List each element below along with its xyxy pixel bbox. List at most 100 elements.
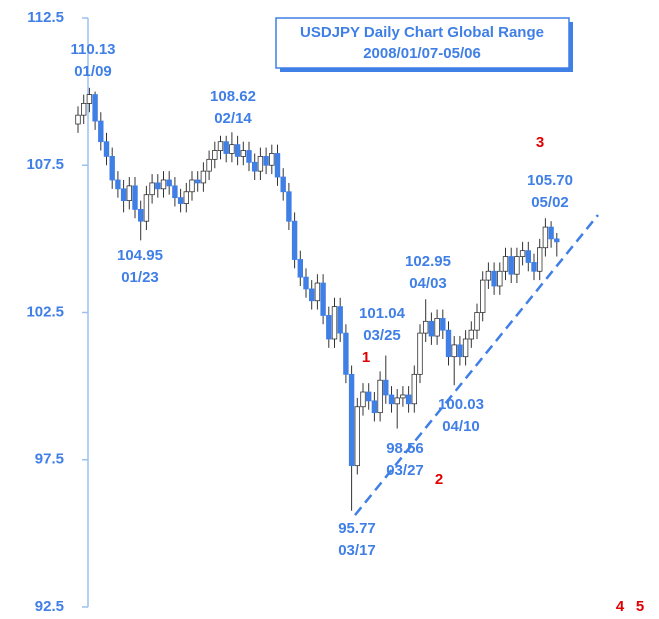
candle-body <box>206 158 212 172</box>
annotation-price: 98.56 <box>386 440 424 457</box>
candle-body <box>189 179 195 193</box>
candle-body <box>246 150 252 163</box>
y-tick-label: 107.5 <box>26 156 64 173</box>
candle-body <box>502 256 509 272</box>
candle-body <box>194 179 201 184</box>
candle-body <box>143 194 150 222</box>
candle-body <box>383 379 389 396</box>
candle-body <box>348 373 355 467</box>
candle-body <box>554 238 560 243</box>
wave-label: 3 <box>536 134 544 151</box>
annotation-price: 101.04 <box>359 305 406 322</box>
candle-body <box>343 332 349 375</box>
candle-body <box>172 185 178 199</box>
candle-body <box>388 394 395 405</box>
candle-body <box>274 153 281 178</box>
candle-body <box>331 306 338 340</box>
candle-body <box>394 397 400 405</box>
candle-body <box>81 103 87 116</box>
candle-body <box>411 373 417 405</box>
candle-body <box>474 312 480 331</box>
candle-body <box>308 288 315 302</box>
y-tick-label: 97.5 <box>35 451 64 468</box>
candle-body <box>103 141 110 157</box>
candle-body <box>422 320 429 334</box>
wave-label: 5 <box>636 598 644 615</box>
candle-body <box>92 94 98 122</box>
annotation-price: 105.70 <box>527 172 573 189</box>
title-box <box>275 17 570 69</box>
candle-body <box>291 220 298 260</box>
candle-body <box>132 185 138 210</box>
annotation-date: 03/17 <box>338 542 376 559</box>
trendline <box>354 214 599 516</box>
annotation-date: 03/27 <box>386 462 424 479</box>
candle-body <box>109 156 115 181</box>
annotation-date: 04/10 <box>442 418 480 435</box>
candle-body <box>303 276 309 290</box>
candle-body <box>491 270 497 287</box>
chart-title: USDJPY Daily Chart Global Range <box>300 24 544 41</box>
annotation-date: 01/09 <box>74 63 112 80</box>
candle-body <box>223 141 229 154</box>
annotation-price: 95.77 <box>338 520 376 537</box>
candle-body <box>405 394 412 405</box>
candle-body <box>297 259 303 278</box>
candle-body <box>240 150 246 157</box>
candle-body <box>400 394 406 399</box>
candle-body <box>440 317 446 331</box>
candle-body <box>75 114 81 125</box>
candle-body <box>212 150 218 160</box>
candle-body <box>200 170 207 184</box>
candle-body <box>497 270 503 287</box>
candle-body <box>360 391 366 408</box>
candle-body <box>525 250 531 263</box>
candle-body <box>126 185 132 201</box>
y-tick-label: 112.5 <box>27 9 64 26</box>
annotation-date: 02/14 <box>214 110 252 127</box>
candle-body <box>229 144 235 154</box>
candle-body <box>269 153 275 166</box>
annotation-price: 110.13 <box>70 41 115 58</box>
annotation-price: 102.95 <box>405 253 451 270</box>
candle-body <box>137 209 144 222</box>
candle-body <box>457 344 463 358</box>
chart-subtitle: 2008/01/07-05/06 <box>363 45 481 62</box>
candle-body <box>519 250 526 257</box>
candle-body <box>371 400 378 414</box>
candle-body <box>115 179 121 190</box>
annotation-date: 01/23 <box>121 269 159 286</box>
wave-label: 1 <box>362 349 370 366</box>
candle-body <box>314 282 321 302</box>
candle-body <box>337 306 343 334</box>
annotation-date: 03/25 <box>363 327 401 344</box>
candle-body <box>479 279 486 313</box>
annotation-price: 100.03 <box>438 396 484 413</box>
candle-body <box>149 182 155 196</box>
candle-body <box>120 188 127 201</box>
candle-body <box>326 315 332 340</box>
candle-body <box>160 179 167 190</box>
candle-body <box>537 247 543 272</box>
candle-body <box>320 282 326 316</box>
candle-body <box>280 176 286 193</box>
annotation-date: 05/02 <box>531 194 569 211</box>
candle-body <box>377 379 383 414</box>
candle-body <box>98 120 104 143</box>
candle-body <box>177 197 184 204</box>
candle-body <box>263 156 269 166</box>
candle-body <box>445 329 452 358</box>
candle-body <box>354 406 360 467</box>
candle-body <box>183 191 189 204</box>
candle-body <box>514 256 520 275</box>
candle-body <box>417 332 423 375</box>
annotation-price: 104.95 <box>117 247 163 264</box>
candle-body <box>542 226 549 249</box>
candle-body <box>462 338 469 358</box>
candle-body <box>434 317 440 337</box>
candle-body <box>251 161 258 172</box>
annotation-date: 04/03 <box>409 275 447 292</box>
candle-body <box>234 144 241 157</box>
